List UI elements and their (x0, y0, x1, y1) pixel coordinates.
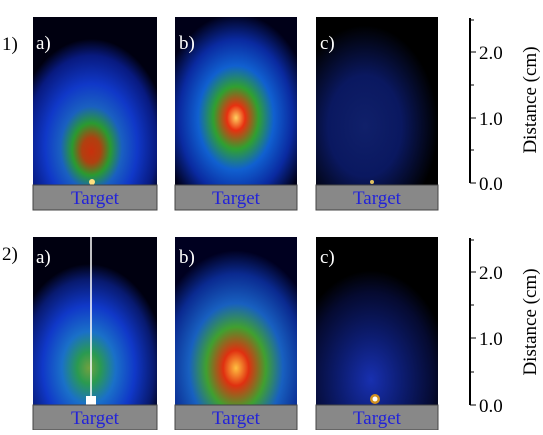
panel: b) Target (174, 237, 298, 431)
panel: b) Target (174, 17, 298, 211)
panel-label: c) (320, 247, 335, 268)
image (316, 237, 438, 405)
hot-spot (372, 396, 378, 402)
row-label: 1) (2, 34, 18, 55)
target-label: Target (212, 188, 261, 209)
tick-label: 2.0 (479, 43, 503, 64)
target-bar (174, 404, 298, 431)
axis: 0.0 1.0 2.0 Distance (cm) (469, 238, 541, 417)
panel: a) Target (32, 17, 158, 211)
panel: a) Target (32, 237, 158, 431)
panel: c) Target (315, 237, 439, 431)
panel-label: a) (36, 247, 51, 268)
target-label: Target (212, 408, 261, 429)
panel-label: b) (179, 33, 195, 54)
row-label: 2) (2, 244, 18, 265)
image (33, 237, 157, 405)
tick-label: 0.0 (479, 396, 503, 417)
target-label: Target (71, 188, 120, 209)
axis-title: Distance (cm) (520, 268, 541, 375)
hot-spot (89, 179, 95, 185)
image (175, 237, 297, 405)
target-bar (32, 184, 158, 211)
tick-label: 2.0 (479, 263, 503, 284)
panel-label: c) (320, 33, 335, 54)
hot-spot (370, 180, 374, 184)
image (316, 17, 438, 185)
axis-title: Distance (cm) (520, 46, 541, 153)
image (33, 17, 157, 185)
image (175, 17, 297, 185)
target-bar (32, 404, 158, 431)
target-label: Target (71, 408, 120, 429)
tick-label: 1.0 (479, 109, 503, 130)
target-bar (315, 184, 439, 211)
target-label: Target (353, 188, 402, 209)
target-bar (174, 184, 298, 211)
panel-label: a) (36, 33, 51, 54)
hot-spot (86, 396, 96, 405)
tick-label: 0.0 (479, 174, 503, 195)
axis: 0.0 1.0 2.0 Distance (cm) (469, 18, 541, 195)
target-label: Target (353, 408, 402, 429)
panel: c) Target (315, 17, 439, 211)
tick-label: 1.0 (479, 329, 503, 350)
panel-label: b) (179, 247, 195, 268)
